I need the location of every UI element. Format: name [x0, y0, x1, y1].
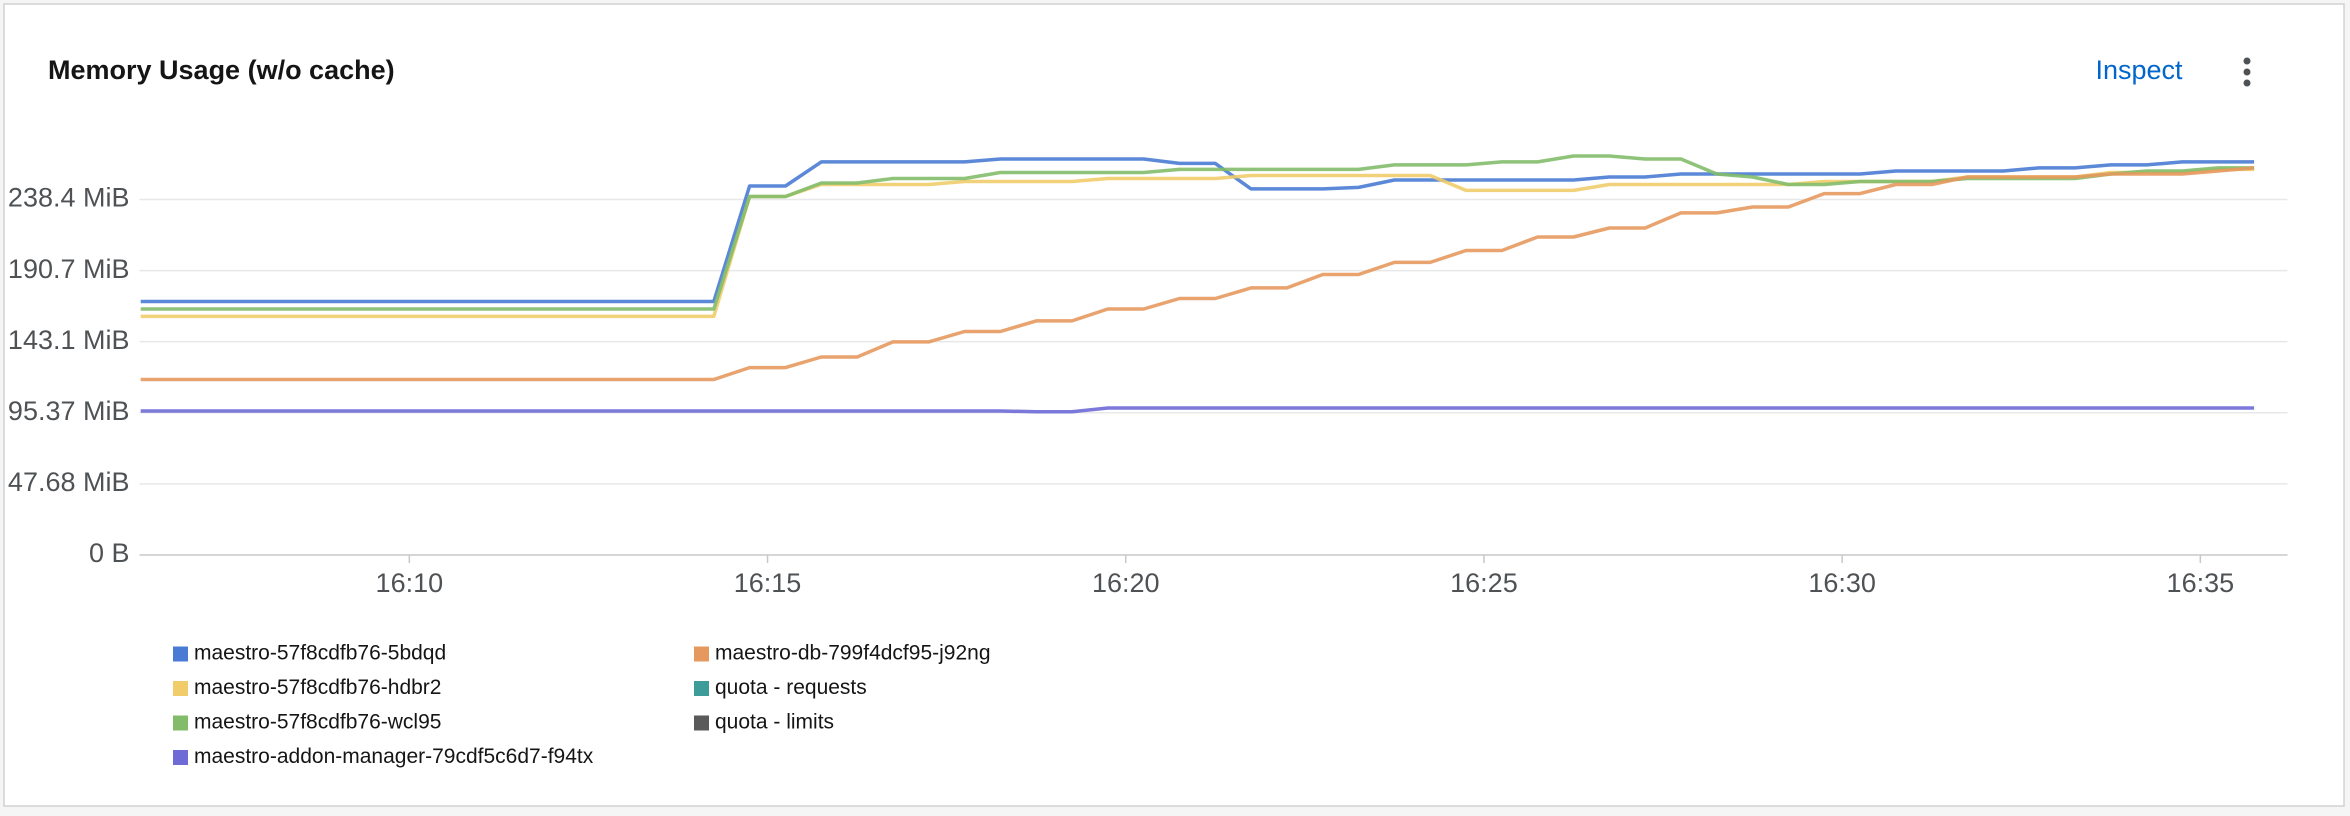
series-line	[140, 406, 2255, 414]
legend-label: maestro-57f8cdfb76-5bdqd	[194, 642, 446, 665]
y-tick-label: 0 B	[89, 538, 130, 568]
legend-swatch	[173, 715, 188, 731]
x-tick-label: 16:35	[2167, 568, 2235, 598]
dot	[2243, 57, 2251, 65]
inspect-link[interactable]: Inspect	[2095, 55, 2183, 85]
chart-title: Memory Usage (w/o cache)	[48, 55, 395, 85]
x-tick-label: 16:20	[1092, 568, 1160, 598]
legend-label: maestro-57f8cdfb76-hdbr2	[194, 676, 441, 699]
card	[3, 3, 2345, 807]
legend-swatch	[173, 646, 188, 662]
legend-swatch	[694, 715, 709, 731]
legend-swatch	[694, 681, 709, 696]
dot	[2243, 79, 2251, 87]
legend-swatch	[173, 750, 188, 765]
legend-label: maestro-57f8cdfb76-wcl95	[194, 711, 441, 734]
y-tick-label: 190.7 MiB	[8, 254, 130, 284]
x-tick-label: 16:15	[734, 568, 802, 598]
y-tick-label: 47.68 MiB	[8, 467, 130, 497]
dot	[2243, 68, 2251, 76]
series-line	[140, 154, 2255, 311]
kebab-menu[interactable]	[2243, 57, 2251, 87]
legend-label: maestro-db-799f4dcf95-j92ng	[715, 642, 991, 665]
legend-label: quota - requests	[715, 676, 867, 699]
series-line	[140, 157, 2255, 304]
y-tick-label: 238.4 MiB	[8, 183, 130, 213]
legend-swatch	[694, 646, 709, 662]
series-line	[140, 166, 2255, 382]
x-tick-label: 16:30	[1808, 568, 1876, 598]
y-tick-label: 143.1 MiB	[8, 325, 130, 355]
legend-label: quota - limits	[715, 711, 834, 734]
x-tick-label: 16:10	[376, 568, 444, 598]
legend-label: maestro-addon-manager-79cdf5c6d7-f94tx	[194, 745, 594, 768]
legend-swatch	[173, 681, 188, 696]
y-tick-label: 95.37 MiB	[8, 396, 130, 426]
x-tick-label: 16:25	[1450, 568, 1518, 598]
